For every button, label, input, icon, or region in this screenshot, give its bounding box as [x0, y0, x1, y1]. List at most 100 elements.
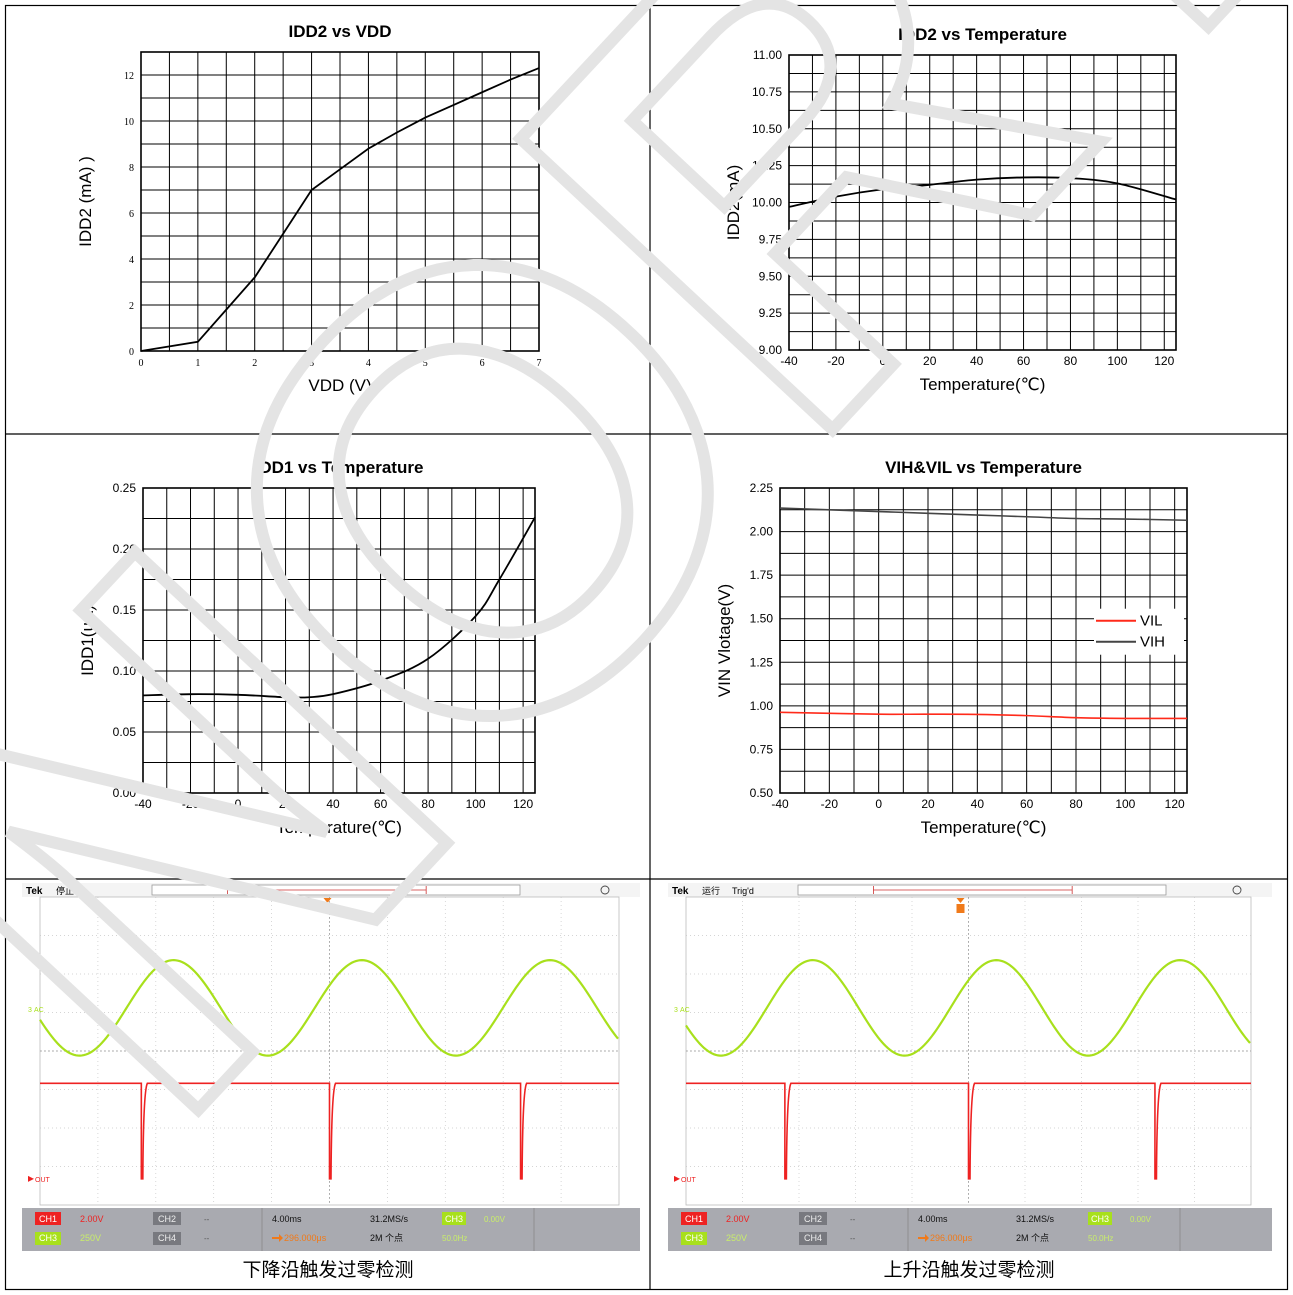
- y-tick-label: 10.75: [752, 85, 782, 99]
- scope-screen-falling: Tek 停止 3 AC OUT CH1 2.00V CH2 -- CH3 250V CH4 -- 4.00…: [22, 883, 640, 1251]
- x-tick-label: -20: [827, 354, 845, 368]
- ch4-badge-bg: [153, 1232, 181, 1245]
- chart-idd1-vs-temperature-plot: IDD1 vs Temperature -40 -20 0 20 40 60 80 100 120…: [78, 458, 536, 837]
- x-tick-label: 100: [1115, 797, 1135, 811]
- chart-idd2-vs-temperature-plot: IDD2 vs Temperature -40 -20 0 20 40 60 80 100 120…: [724, 25, 1177, 394]
- chart-idd1-vs-temperature: IDD1 vs Temperature -40 -20 0 20 40 60 80 100 120…: [10, 438, 646, 876]
- trace-out: [686, 1082, 1251, 1180]
- x-tick-label: 120: [513, 797, 533, 811]
- trace-out: [40, 1082, 619, 1180]
- series-line-0: [788, 176, 1177, 208]
- x-tick-label: 80: [1064, 354, 1078, 368]
- ch2-badge: CH2: [158, 1214, 176, 1224]
- ch3-badge-bg: [681, 1232, 707, 1245]
- y-tick-label: 1.00: [750, 699, 774, 713]
- trigger-position: 296.000μs: [284, 1233, 327, 1243]
- help-icon: [600, 885, 610, 895]
- x-tick-label: 120: [1165, 797, 1185, 811]
- x-tick-label: -40: [780, 354, 798, 368]
- series-line-0: [142, 516, 536, 699]
- brand-logo: Tek: [26, 886, 43, 897]
- x-tick-label: 80: [421, 797, 435, 811]
- trigger-offset-icon: [272, 1234, 283, 1242]
- ch2-badge-bg: [153, 1212, 181, 1225]
- y-tick-label: 0.50: [750, 786, 774, 800]
- ch1-badge: CH1: [39, 1214, 57, 1224]
- grid-lines: [143, 488, 535, 793]
- scope-status-bar: [668, 1208, 1272, 1251]
- ch3-badge: CH3: [39, 1233, 57, 1243]
- ch3-label: AC: [680, 1007, 690, 1014]
- x-tick-label: 40: [970, 354, 984, 368]
- ch3-ground-marker: 3: [674, 1007, 678, 1014]
- x-tick-label: 3: [309, 358, 314, 369]
- trigger-level: 0.00V: [484, 1215, 506, 1224]
- y-tick-label: 6: [129, 209, 134, 220]
- grid-lines: [780, 488, 1187, 793]
- chart-vih-vil-vs-temperature-plot: VIH&VIL vs Temperature -40 -20 0 20 40 60 80 100…: [715, 458, 1188, 837]
- x-tick-label: 0: [235, 797, 242, 811]
- y-tick-label: 2: [129, 301, 134, 312]
- x-tick-label: 100: [1107, 354, 1127, 368]
- scope-caption-rising: 上升沿触发过零检测: [883, 1259, 1055, 1281]
- ch1-label: OUT: [681, 1177, 697, 1184]
- x-tick-label: 7: [537, 358, 542, 369]
- series-line-vih: [779, 507, 1188, 522]
- grid-lines: [789, 55, 1176, 350]
- ch3-label: AC: [34, 1007, 44, 1014]
- record-length: 2M 个点: [370, 1233, 403, 1243]
- y-tick-label: 11.00: [753, 48, 782, 62]
- y-axis-label: IDD1(uA): [78, 605, 97, 676]
- trigger-source: CH3: [1091, 1214, 1109, 1224]
- y-tick-label: 10.25: [752, 159, 782, 173]
- y-axis-label: VIN Vlotage(V): [715, 584, 734, 697]
- y-tick-label: 9.25: [759, 306, 783, 320]
- trace-ac: [685, 959, 1251, 1057]
- y-tick-label: 0.75: [750, 742, 774, 756]
- y-tick-label: 10.50: [752, 122, 782, 136]
- ch3-badge: CH3: [685, 1233, 703, 1243]
- trace-ac: [39, 959, 619, 1057]
- ch1-badge-bg: [681, 1212, 707, 1225]
- sample-rate: 31.2MS/s: [1016, 1214, 1055, 1224]
- trigger-level: 0.00V: [1130, 1215, 1152, 1224]
- x-tick-label: -40: [134, 797, 152, 811]
- scope-status: 停止: [56, 885, 74, 896]
- x-tick-label: 6: [480, 358, 485, 369]
- x-tick-label: -20: [182, 797, 200, 811]
- y-tick-label: 8: [129, 163, 134, 174]
- x-tick-label: 5: [423, 358, 428, 369]
- timebase: 4.00ms: [918, 1214, 948, 1224]
- y-axis-label: IDD2(mA): [724, 165, 743, 241]
- chart-title: VIH&VIL vs Temperature: [885, 458, 1082, 477]
- trigger-source-bg: [442, 1212, 466, 1225]
- x-tick-label: 1: [195, 358, 200, 369]
- trigger-arrow: [956, 898, 965, 903]
- trigger-source-bg: [1088, 1212, 1112, 1225]
- ch2-badge: CH2: [804, 1214, 822, 1224]
- ch2-badge-bg: [799, 1212, 827, 1225]
- ch2-value: --: [850, 1215, 856, 1224]
- ch4-badge: CH4: [158, 1233, 176, 1243]
- chart-idd2-vs-temperature: IDD2 vs Temperature -40 -20 0 20 40 60 80 100 120…: [654, 10, 1284, 430]
- y-tick-label: 0.15: [113, 603, 137, 617]
- chart-title: IDD2 vs VDD: [289, 22, 392, 41]
- trigger-position: 296.000μs: [930, 1233, 973, 1243]
- ch4-badge: CH4: [804, 1233, 822, 1243]
- y-tick-label: 1.75: [750, 568, 774, 582]
- x-tick-label: 20: [923, 354, 937, 368]
- ch2-value: --: [204, 1215, 210, 1224]
- plot-frame: [140, 51, 540, 352]
- y-tick-label: 0: [129, 347, 134, 358]
- plot-frame: [779, 487, 1188, 794]
- scope-status-bar: [22, 1208, 640, 1251]
- y-tick-label: 0.00: [113, 786, 137, 800]
- x-tick-label: 0: [879, 354, 886, 368]
- scope-caption-falling: 下降沿触发过零检测: [242, 1259, 414, 1281]
- ch4-badge-bg: [799, 1232, 827, 1245]
- trigger-marker-icon: [323, 904, 332, 913]
- y-tick-label: 9.00: [759, 343, 783, 357]
- ch3-ground-marker: 3: [28, 1007, 32, 1014]
